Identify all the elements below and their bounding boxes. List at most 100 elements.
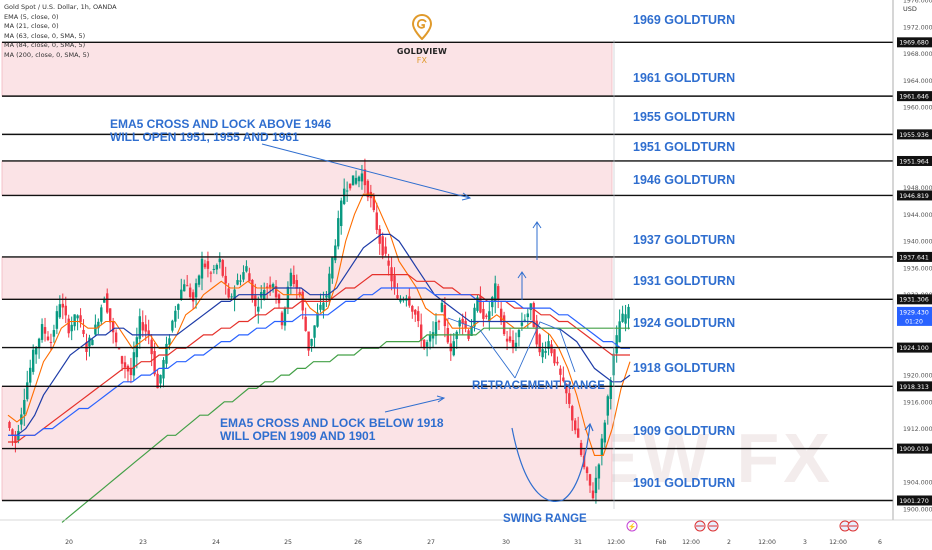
candle-body (174, 310, 177, 322)
candle-body (553, 349, 556, 364)
current-price-tag (897, 306, 932, 317)
candle-body (526, 313, 530, 318)
candle-body (357, 176, 361, 182)
x-tick-label: 20 (65, 539, 73, 546)
candle-body (91, 339, 94, 346)
candle-body (103, 298, 106, 303)
x-tick-label: 30 (502, 539, 510, 546)
candle-body (239, 280, 242, 282)
x-tick-label: 25 (284, 539, 292, 546)
candle-body (381, 236, 384, 256)
candle-body (591, 490, 595, 499)
x-tick-label: Feb (656, 539, 667, 546)
candle-body (304, 316, 307, 331)
candle-body (417, 311, 420, 322)
candle-body (31, 349, 35, 372)
y-tick-label: 1964.000 (903, 78, 932, 85)
candle-body (271, 284, 275, 289)
y-tick-label: 1916.000 (903, 399, 932, 406)
ma200-line (61, 327, 630, 523)
candle-body (177, 304, 180, 310)
candle-body (482, 308, 485, 319)
candle-body (43, 327, 47, 334)
lightning-event-icon (626, 520, 638, 532)
candle-body (565, 383, 568, 394)
candle-body (117, 348, 121, 350)
candle-body (156, 373, 159, 389)
candle-body (165, 343, 168, 364)
x-tick-label: 26 (354, 539, 362, 546)
candle-body (316, 312, 319, 327)
candle-body (268, 284, 272, 288)
candle-body (485, 315, 488, 317)
candle-body (594, 477, 598, 494)
x-tick-label: 31 (574, 539, 582, 546)
y-tick-label: 1968.000 (903, 51, 932, 58)
candle-body (221, 260, 224, 276)
candle-body (621, 313, 624, 322)
candle-body (26, 382, 29, 400)
level-price-text: 1937.641 (899, 254, 929, 261)
candle-body (384, 246, 387, 254)
note-retracement: RETRACEMENT RANGE (472, 380, 605, 392)
candle-body (52, 330, 56, 337)
candle-body (313, 325, 316, 338)
candle-body (171, 320, 174, 331)
candle-body (568, 393, 571, 404)
candle-body (76, 315, 79, 319)
indicator-ma84[interactable]: MA (84, close, 0, SMA, 5) (4, 41, 86, 49)
note-ema-below: EMA5 CROSS AND LOCK BELOW 1918 WILL OPEN… (220, 417, 444, 443)
indicator-ema5[interactable]: EMA (5, close, 0) (4, 12, 59, 21)
candle-body (11, 429, 14, 436)
candle-body (348, 183, 352, 189)
currency-label: USD (903, 5, 917, 13)
level-price-text: 1901.270 (899, 498, 929, 505)
candle-body (58, 304, 62, 318)
candle-body (505, 338, 509, 342)
candle-body (523, 319, 527, 321)
note-ema-below-line1: EMA5 CROSS AND LOCK BELOW 1918 (220, 416, 444, 430)
candle-body (574, 420, 577, 431)
candle-body (402, 299, 405, 301)
level-price-text: 1918.313 (899, 384, 929, 391)
candle-body (286, 286, 290, 308)
candle-body (520, 322, 524, 326)
candle-body (123, 362, 127, 368)
note-ema-above-line1: EMA5 CROSS AND LOCK ABOVE 1946 (110, 117, 332, 131)
candle-body (550, 344, 553, 354)
candle-body (340, 200, 343, 227)
x-tick-label: 12:00 (607, 539, 625, 546)
level-price-text: 1924.100 (899, 345, 929, 352)
indicator-ma21[interactable]: MA (21, close, 0) (4, 22, 59, 30)
candle-body (183, 284, 186, 292)
candle-body (203, 263, 207, 268)
goldturn-label: 1969 GOLDTURN (633, 13, 736, 28)
note-ema-below-line2: WILL OPEN 1909 AND 1901 (220, 429, 376, 443)
indicator-ma63[interactable]: MA (63, close, 0, SMA, 5) (4, 31, 86, 40)
x-tick-label: 24 (212, 539, 220, 546)
level-price-tag (897, 495, 932, 506)
candle-body (547, 341, 550, 349)
candle-body (70, 324, 73, 332)
candle-body (535, 320, 538, 345)
indicator-ma200[interactable]: MA (200, close, 0, SMA, 5) (4, 50, 90, 59)
note-ema-above: EMA5 CROSS AND LOCK ABOVE 1946 WILL OPEN… (110, 118, 331, 144)
y-tick-label: 1940.000 (903, 239, 932, 246)
candle-body (224, 275, 227, 284)
arrowhead-1946 (461, 192, 472, 201)
candle-body (538, 334, 541, 353)
candle-body (197, 275, 201, 285)
candle-body (236, 280, 239, 285)
candle-body (393, 275, 396, 288)
candle-body (138, 316, 142, 339)
ma84-line (8, 287, 630, 436)
candle-body (470, 326, 473, 336)
candle-body (40, 324, 44, 340)
candle-body (94, 324, 97, 335)
goldturn-label: 1909 GOLDTURN (633, 423, 736, 438)
goldview-logo: GOLDVIEW FX (392, 13, 452, 65)
goldturn-label: 1937 GOLDTURN (633, 232, 736, 247)
level-price-text: 1909.019 (899, 446, 929, 453)
candle-body (144, 324, 147, 332)
